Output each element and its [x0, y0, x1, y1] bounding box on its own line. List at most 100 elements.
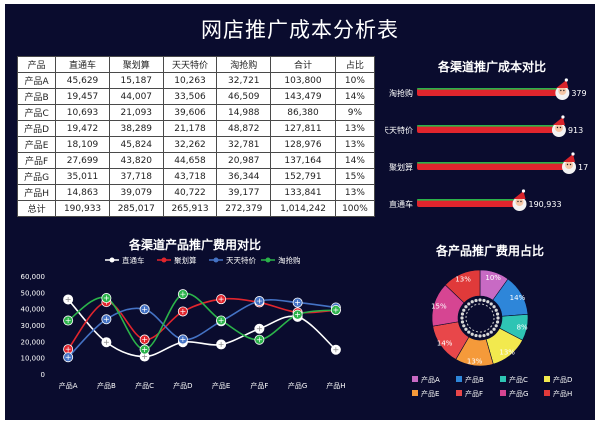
- ring-dot: [470, 300, 474, 304]
- table-row: 产品E 18,109 45,824 32,262 32,781 128,976 13%: [16, 136, 376, 153]
- table-cell: 9%: [334, 104, 376, 121]
- table-cell: 13%: [334, 136, 376, 153]
- y-tick-label: 50,000: [21, 289, 46, 297]
- legend-swatch: [456, 390, 462, 396]
- point-sparkle: [333, 347, 339, 353]
- santa-eye: [520, 200, 522, 203]
- bar-highlight: [417, 125, 557, 127]
- legend-swatch: [456, 376, 462, 382]
- line-chart-title: 各渠道产品推广费用对比: [128, 238, 261, 252]
- point-sparkle: [65, 354, 71, 360]
- x-tick-label: 产品E: [212, 381, 230, 390]
- y-tick-label: 10,000: [21, 355, 46, 363]
- santa-hat: [556, 80, 569, 88]
- point-sparkle: [142, 354, 148, 360]
- ring-dot: [489, 302, 493, 306]
- product-cost-line-chart: 0 10,000 20,000 30,000 40,000 50,000 60,000 产品A…: [21, 255, 346, 390]
- legend-swatch: [500, 376, 506, 382]
- santa-eye: [560, 89, 562, 92]
- table-cell: 86,380: [270, 104, 336, 121]
- legend-label: 淘抢购: [278, 255, 301, 265]
- ring-dot: [462, 308, 466, 312]
- table-row: 产品C 10,693 21,093 39,606 14,988 86,380 9%: [16, 104, 376, 121]
- legend-swatch: [500, 390, 506, 396]
- table-cell: 20,987: [216, 152, 272, 169]
- ring-dot: [467, 302, 471, 306]
- santa-hat-pom: [561, 115, 565, 119]
- column-header: 产品: [16, 56, 57, 73]
- bar-category-label: 直通车: [389, 199, 413, 209]
- bar: [417, 125, 557, 133]
- point-sparkle: [103, 339, 109, 345]
- y-tick-label: 30,000: [21, 322, 46, 330]
- legend-label: 产品E: [421, 389, 439, 398]
- legend-label: 产品A: [421, 375, 440, 384]
- santa-face: [565, 161, 573, 169]
- table-cell: 272,379: [216, 200, 272, 217]
- table-cell: 190,933: [55, 200, 110, 217]
- santa-eye: [559, 126, 562, 129]
- legend-swatch: [412, 390, 418, 396]
- table-body: 产品A 45,629 15,187 10,263 32,721 103,800 10% 产品B…: [16, 72, 376, 217]
- bar-category-label: 淘抢购: [389, 88, 413, 98]
- pie-value-label: 13%: [499, 348, 515, 356]
- point-sparkle: [256, 326, 262, 332]
- ring-dot: [470, 332, 474, 336]
- table-cell: 15%: [334, 168, 376, 185]
- santa-face: [515, 198, 524, 206]
- legend-swatch-marker: [213, 257, 219, 263]
- pie-value-label: 15%: [431, 302, 447, 310]
- table-row: 产品H 14,863 39,079 40,722 39,177 133,841 13%: [16, 184, 376, 201]
- ring-dot: [467, 330, 471, 334]
- bar-chart-title: 各渠道推广成本对比: [437, 60, 546, 74]
- table-cell: 19,472: [55, 120, 110, 137]
- x-tick-label: 产品G: [288, 381, 307, 390]
- ring-dot: [494, 308, 498, 312]
- santa-eye: [517, 200, 519, 203]
- table-cell: 32,262: [162, 136, 218, 153]
- bar-highlight: [417, 88, 561, 90]
- table-row: 产品A 45,629 15,187 10,263 32,721 103,800 10%: [16, 72, 376, 89]
- legend-swatch: [544, 376, 550, 382]
- table-cell: 产品A: [16, 72, 57, 89]
- table-cell: 产品F: [16, 152, 57, 169]
- table-row: 产品G 35,011 37,718 43,718 36,344 152,791 15%: [16, 168, 376, 185]
- column-header: 淘抢购: [216, 56, 272, 73]
- point-sparkle: [333, 307, 339, 313]
- bar-value-label: 913: [568, 126, 583, 135]
- bar-value-label: 17: [578, 163, 588, 172]
- pie-value-label: 13%: [455, 275, 471, 283]
- y-tick-label: 60,000: [21, 273, 46, 281]
- bar: [417, 199, 518, 207]
- table-cell: 133,841: [270, 184, 336, 201]
- legend-swatch-marker: [161, 257, 167, 263]
- channel-cost-bar-chart: 淘抢购 379 天天特价 913 聚划算 17 直通车 190,933: [385, 78, 588, 211]
- table-cell: 100%: [334, 200, 376, 217]
- point-sparkle: [180, 291, 186, 297]
- point-sparkle: [103, 295, 109, 301]
- point-sparkle: [295, 300, 301, 306]
- ring-dot: [478, 298, 482, 302]
- table-row: 产品D 19,472 38,289 21,178 48,872 127,811 13%: [16, 120, 376, 137]
- table-cell: 产品E: [16, 136, 57, 153]
- table-cell: 总计: [16, 200, 57, 217]
- point-sparkle: [142, 347, 148, 353]
- table-cell: 21,093: [108, 104, 164, 121]
- santa-hat: [563, 154, 575, 162]
- table-cell: 产品H: [16, 184, 57, 201]
- column-header: 占比: [334, 56, 376, 73]
- legend-label: 产品F: [465, 389, 483, 398]
- santa-hat: [513, 191, 526, 199]
- point-sparkle: [218, 341, 224, 347]
- point-sparkle: [103, 316, 109, 322]
- point-sparkle: [65, 318, 71, 324]
- legend-swatch: [544, 390, 550, 396]
- ring-dot: [474, 298, 478, 303]
- santa-face: [554, 124, 563, 132]
- ring-dot: [495, 312, 500, 316]
- point-sparkle: [256, 337, 262, 343]
- table-cell: 1,014,242: [270, 200, 336, 217]
- x-tick-label: 产品A: [59, 381, 78, 390]
- ring-dot: [494, 324, 498, 328]
- legend-label: 产品G: [509, 389, 528, 398]
